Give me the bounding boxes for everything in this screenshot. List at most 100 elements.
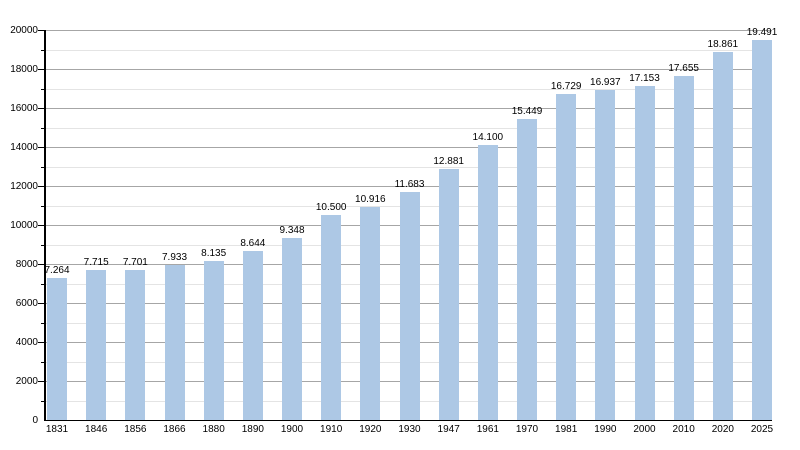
bar (125, 269, 146, 420)
bar (438, 168, 459, 420)
y-minor-tick (41, 400, 44, 402)
y-axis-tick-label: 14000 (10, 141, 38, 153)
minor-gridline (45, 88, 772, 90)
x-axis-tick-label: 1831 (45, 424, 69, 435)
x-axis-tick-label: 1990 (594, 424, 617, 435)
y-axis-tick-label: 20000 (10, 24, 38, 36)
x-axis-tick-label: 2010 (672, 424, 695, 435)
y-axis-tick-label: 12000 (10, 180, 38, 192)
y-major-tick (38, 342, 44, 343)
bar-value-label: 18.861 (707, 39, 739, 51)
bar (634, 85, 655, 420)
y-axis-tick-label: 10000 (10, 219, 38, 231)
y-major-tick (38, 381, 44, 382)
bar-value-label: 17.153 (629, 72, 660, 84)
bar (321, 215, 342, 420)
bar (477, 145, 498, 420)
x-axis-tick-label: 1981 (555, 424, 578, 435)
bar-value-label: 10.916 (355, 194, 386, 206)
y-axis-tick-label: 16000 (10, 102, 38, 114)
x-axis-tick-label: 1880 (202, 424, 225, 435)
y-minor-tick (41, 244, 44, 246)
x-axis-tick-label: 2025 (750, 424, 774, 435)
major-gridline (45, 108, 772, 109)
bar-value-label: 15.449 (511, 105, 543, 117)
major-gridline (45, 186, 772, 187)
major-gridline (45, 69, 772, 70)
y-major-tick (38, 108, 44, 109)
x-axis-tick-label: 1930 (398, 424, 421, 435)
y-major-tick (38, 225, 44, 226)
x-axis-tick-label: 2000 (633, 424, 656, 435)
bar (47, 278, 67, 420)
major-gridline (45, 30, 772, 31)
bar-value-label: 8.644 (240, 238, 266, 250)
x-axis-tick-label: 1866 (163, 424, 186, 435)
y-major-tick (38, 303, 44, 304)
y-axis-tick-label: 8000 (15, 258, 38, 270)
y-axis-tick-label: 0 (32, 414, 38, 426)
bar-value-label: 11.683 (394, 179, 425, 191)
y-major-tick (38, 186, 44, 187)
bar (242, 251, 263, 420)
y-major-tick (38, 30, 44, 31)
x-axis-tick-label: 1890 (241, 424, 264, 435)
x-axis-tick-label: 1856 (124, 424, 147, 435)
y-minor-tick (41, 88, 44, 90)
bar (86, 269, 107, 420)
y-minor-tick (41, 49, 44, 51)
bar (517, 118, 537, 420)
x-axis-tick-label: 1970 (515, 424, 539, 435)
y-axis-tick-label: 18000 (10, 63, 38, 75)
bar-value-label: 12.881 (433, 155, 464, 167)
bar-value-label: 16.937 (590, 76, 621, 88)
y-minor-tick (41, 205, 44, 207)
minor-gridline (45, 166, 772, 168)
bar (556, 93, 577, 420)
x-axis-line (44, 419, 772, 421)
x-axis-tick-label: 1910 (320, 424, 343, 435)
y-major-tick (38, 147, 44, 148)
y-axis-tick-label: 2000 (15, 375, 38, 387)
bar-value-label: 7.264 (44, 265, 70, 277)
bar (360, 207, 381, 420)
y-axis-tick-label: 6000 (15, 297, 38, 309)
bar-value-label: 14.100 (472, 132, 504, 144)
minor-gridline (45, 127, 772, 129)
bar-value-label: 7.933 (161, 252, 188, 264)
bar (164, 265, 185, 420)
major-gridline (45, 147, 772, 148)
y-minor-tick (41, 361, 44, 363)
bar-value-label: 7.701 (122, 256, 148, 268)
bar (752, 39, 772, 420)
y-major-tick (38, 264, 44, 265)
bar-value-label: 19.491 (746, 26, 778, 38)
bar (399, 192, 420, 420)
x-axis-tick-label: 1900 (280, 424, 304, 435)
y-axis-tick-label: 4000 (15, 336, 38, 348)
x-axis-tick-label: 1961 (476, 424, 499, 435)
x-axis-tick-label: 1920 (359, 424, 382, 435)
bar-value-label: 7.715 (83, 256, 109, 268)
bar (203, 261, 224, 420)
bar-value-label: 10.500 (315, 202, 347, 214)
y-major-tick (38, 69, 44, 70)
bar (282, 237, 302, 420)
bar-value-label: 9.348 (279, 224, 305, 236)
plot-area: 7.264 7.715 7.701 7.933 8.135 8.644 9.348 10.50… (44, 27, 777, 420)
bar-value-label: 17.655 (668, 62, 699, 74)
x-axis-tick-label: 1947 (437, 424, 460, 435)
bar (712, 52, 733, 420)
x-axis-tick-label: 2020 (711, 424, 734, 435)
bar (595, 89, 616, 420)
x-axis-tick-label: 1846 (85, 424, 108, 435)
bar-value-label: 8.135 (201, 248, 227, 260)
y-minor-tick (41, 283, 44, 285)
y-minor-tick (41, 127, 44, 129)
minor-gridline (45, 49, 772, 51)
y-minor-tick (41, 322, 44, 324)
bar (673, 75, 694, 420)
bar-value-label: 16.729 (550, 80, 582, 92)
y-minor-tick (41, 166, 44, 168)
